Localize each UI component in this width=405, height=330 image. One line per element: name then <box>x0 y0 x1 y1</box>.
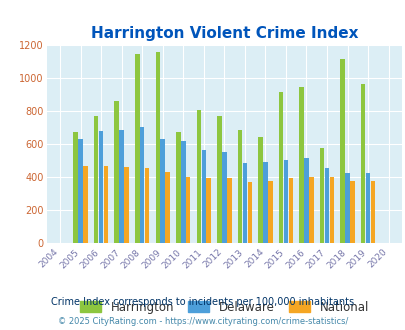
Title: Harrington Violent Crime Index: Harrington Violent Crime Index <box>90 26 357 41</box>
Bar <box>196 110 200 243</box>
Bar <box>242 163 247 243</box>
Bar <box>145 168 149 243</box>
Bar <box>185 177 190 243</box>
Bar <box>339 59 344 243</box>
Legend: Harrington, Delaware, National: Harrington, Delaware, National <box>75 296 373 318</box>
Bar <box>329 178 333 243</box>
Bar <box>119 129 124 243</box>
Bar <box>160 139 164 243</box>
Bar <box>344 173 349 243</box>
Bar <box>201 150 205 243</box>
Text: © 2025 CityRating.com - https://www.cityrating.com/crime-statistics/: © 2025 CityRating.com - https://www.city… <box>58 317 347 326</box>
Bar <box>283 160 288 243</box>
Bar <box>288 178 292 243</box>
Bar <box>247 182 252 243</box>
Bar <box>124 168 128 243</box>
Bar <box>155 52 160 243</box>
Bar <box>365 173 369 243</box>
Bar <box>324 168 328 243</box>
Bar <box>350 181 354 243</box>
Bar <box>206 178 211 243</box>
Bar <box>134 54 139 243</box>
Bar <box>237 130 242 243</box>
Bar <box>176 132 180 243</box>
Bar <box>114 101 119 243</box>
Bar <box>319 148 324 243</box>
Bar <box>104 166 108 243</box>
Bar <box>94 115 98 243</box>
Bar <box>181 141 185 243</box>
Bar <box>98 131 103 243</box>
Bar <box>258 137 262 243</box>
Bar <box>303 158 308 243</box>
Bar <box>370 181 374 243</box>
Bar <box>278 92 283 243</box>
Bar <box>262 162 267 243</box>
Bar <box>217 115 221 243</box>
Bar <box>78 139 83 243</box>
Bar <box>83 166 87 243</box>
Bar <box>73 132 78 243</box>
Bar <box>267 181 272 243</box>
Bar <box>165 172 169 243</box>
Bar <box>222 152 226 243</box>
Text: Crime Index corresponds to incidents per 100,000 inhabitants: Crime Index corresponds to incidents per… <box>51 297 354 307</box>
Bar <box>140 127 144 243</box>
Bar <box>308 178 313 243</box>
Bar <box>360 84 364 243</box>
Bar <box>226 178 231 243</box>
Bar <box>298 87 303 243</box>
